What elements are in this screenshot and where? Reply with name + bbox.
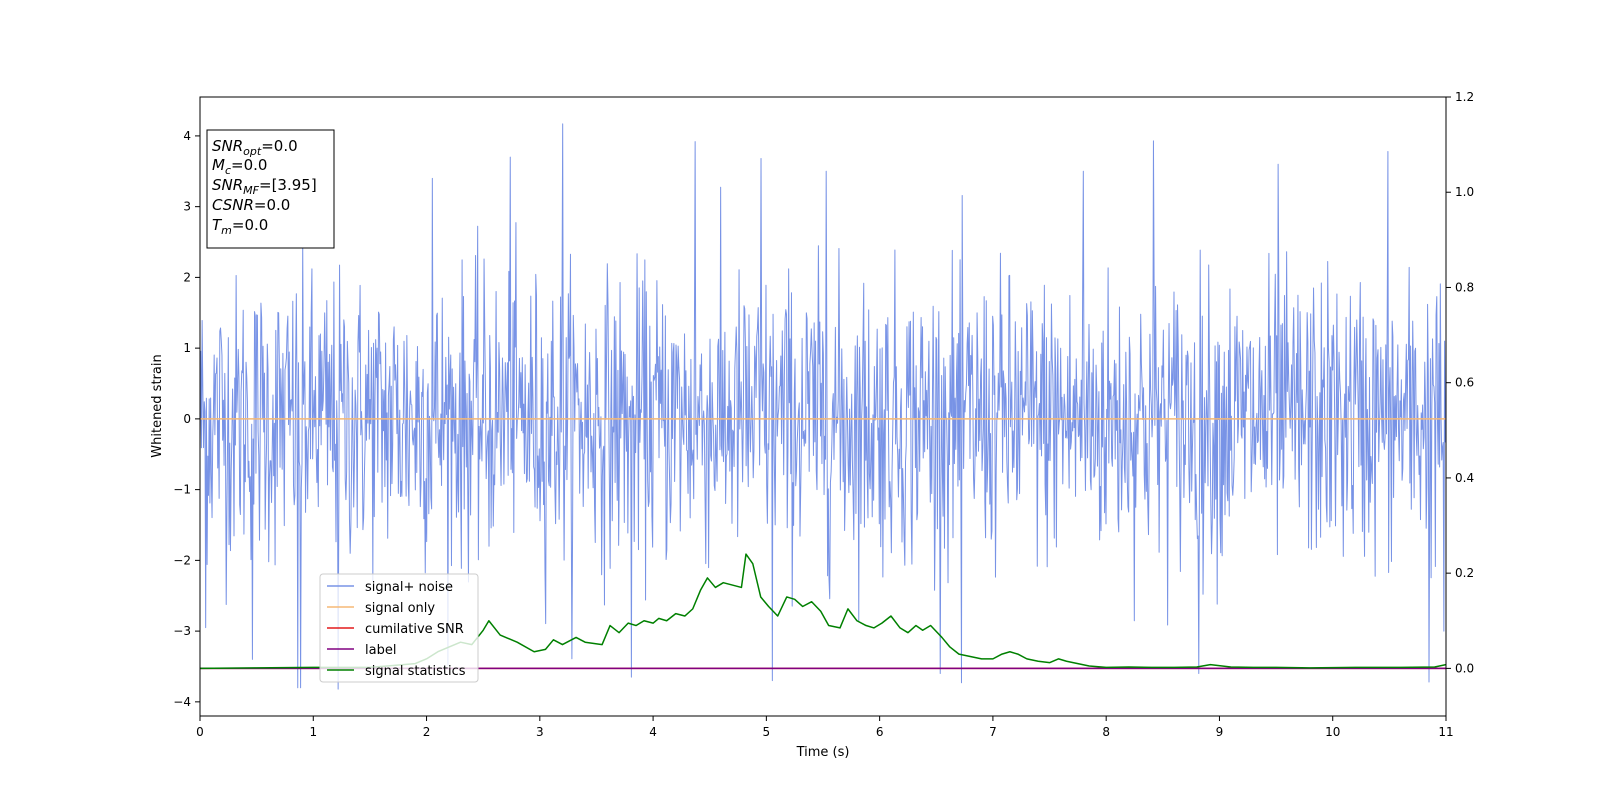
x-tick-label: 8 xyxy=(1102,725,1110,739)
legend-label-label: label xyxy=(365,643,396,658)
y-tick-label: 0 xyxy=(183,412,191,426)
legend-label-signal-noise: signal+ noise xyxy=(365,580,453,595)
y2-tick-label: 0.8 xyxy=(1455,280,1474,294)
legend-label-cumilative-snr: cumilative SNR xyxy=(365,622,464,637)
y2-tick-label: 0.2 xyxy=(1455,566,1474,580)
annotation-line: SNRMF=[3.95] xyxy=(212,176,317,197)
y-tick-label: 3 xyxy=(183,200,191,214)
y-tick-label: 2 xyxy=(183,270,191,284)
x-axis-label: Time (s) xyxy=(796,745,850,760)
y-axis-label: Whitened strain xyxy=(150,354,165,457)
y-tick-label: −4 xyxy=(173,695,191,709)
y-tick-label: 4 xyxy=(183,129,191,143)
legend-label-signal-statistics: signal statistics xyxy=(365,664,466,679)
legend-label-signal-only: signal only xyxy=(365,601,435,616)
annotation-frame xyxy=(206,129,335,249)
x-tick-label: 1 xyxy=(309,725,317,739)
y-tick-label: −3 xyxy=(173,624,191,638)
y-tick-label: 1 xyxy=(183,341,191,355)
x-tick-label: 11 xyxy=(1438,725,1453,739)
annotation-line: CSNR=0.0 xyxy=(212,196,290,214)
y2-tick-label: 1.0 xyxy=(1455,185,1474,199)
annotation-line: Tm=0.0 xyxy=(212,216,268,237)
x-axis: 0 1 2 3 4 5 6 7 8 9 10 11 xyxy=(196,716,1454,739)
legend-frame xyxy=(319,573,479,683)
annotation-line: Mc=0.0 xyxy=(212,156,267,177)
x-tick-label: 2 xyxy=(423,725,431,739)
x-tick-label: 10 xyxy=(1325,725,1340,739)
plot-frame xyxy=(199,96,1447,717)
y-tick-label: −1 xyxy=(173,483,191,497)
x-tick-label: 9 xyxy=(1216,725,1224,739)
annotation-line: SNRopt=0.0 xyxy=(212,137,298,158)
legend[interactable]: signal+ noise signal only cumilative SNR la… xyxy=(319,573,479,683)
y-tick-label: −2 xyxy=(173,553,191,567)
x-tick-label: 0 xyxy=(196,725,204,739)
y2-tick-label: 1.2 xyxy=(1455,90,1474,104)
x-tick-label: 4 xyxy=(649,725,657,739)
y2-tick-label: 0.0 xyxy=(1455,661,1474,675)
x-tick-label: 6 xyxy=(876,725,884,739)
x-tick-label: 5 xyxy=(763,725,771,739)
series-line-signal-statistics xyxy=(200,553,1446,670)
x-tick-label: 7 xyxy=(989,725,997,739)
y2-tick-label: 0.4 xyxy=(1455,471,1474,485)
x-tick-label: 3 xyxy=(536,725,544,739)
y2-tick-label: 0.6 xyxy=(1455,376,1474,390)
y-axis-right: 0.0 0.2 0.4 0.6 0.8 1.0 1.2 xyxy=(1446,90,1474,675)
y-axis-left: −4 −3 −2 −1 0 1 2 3 4 xyxy=(173,129,200,709)
